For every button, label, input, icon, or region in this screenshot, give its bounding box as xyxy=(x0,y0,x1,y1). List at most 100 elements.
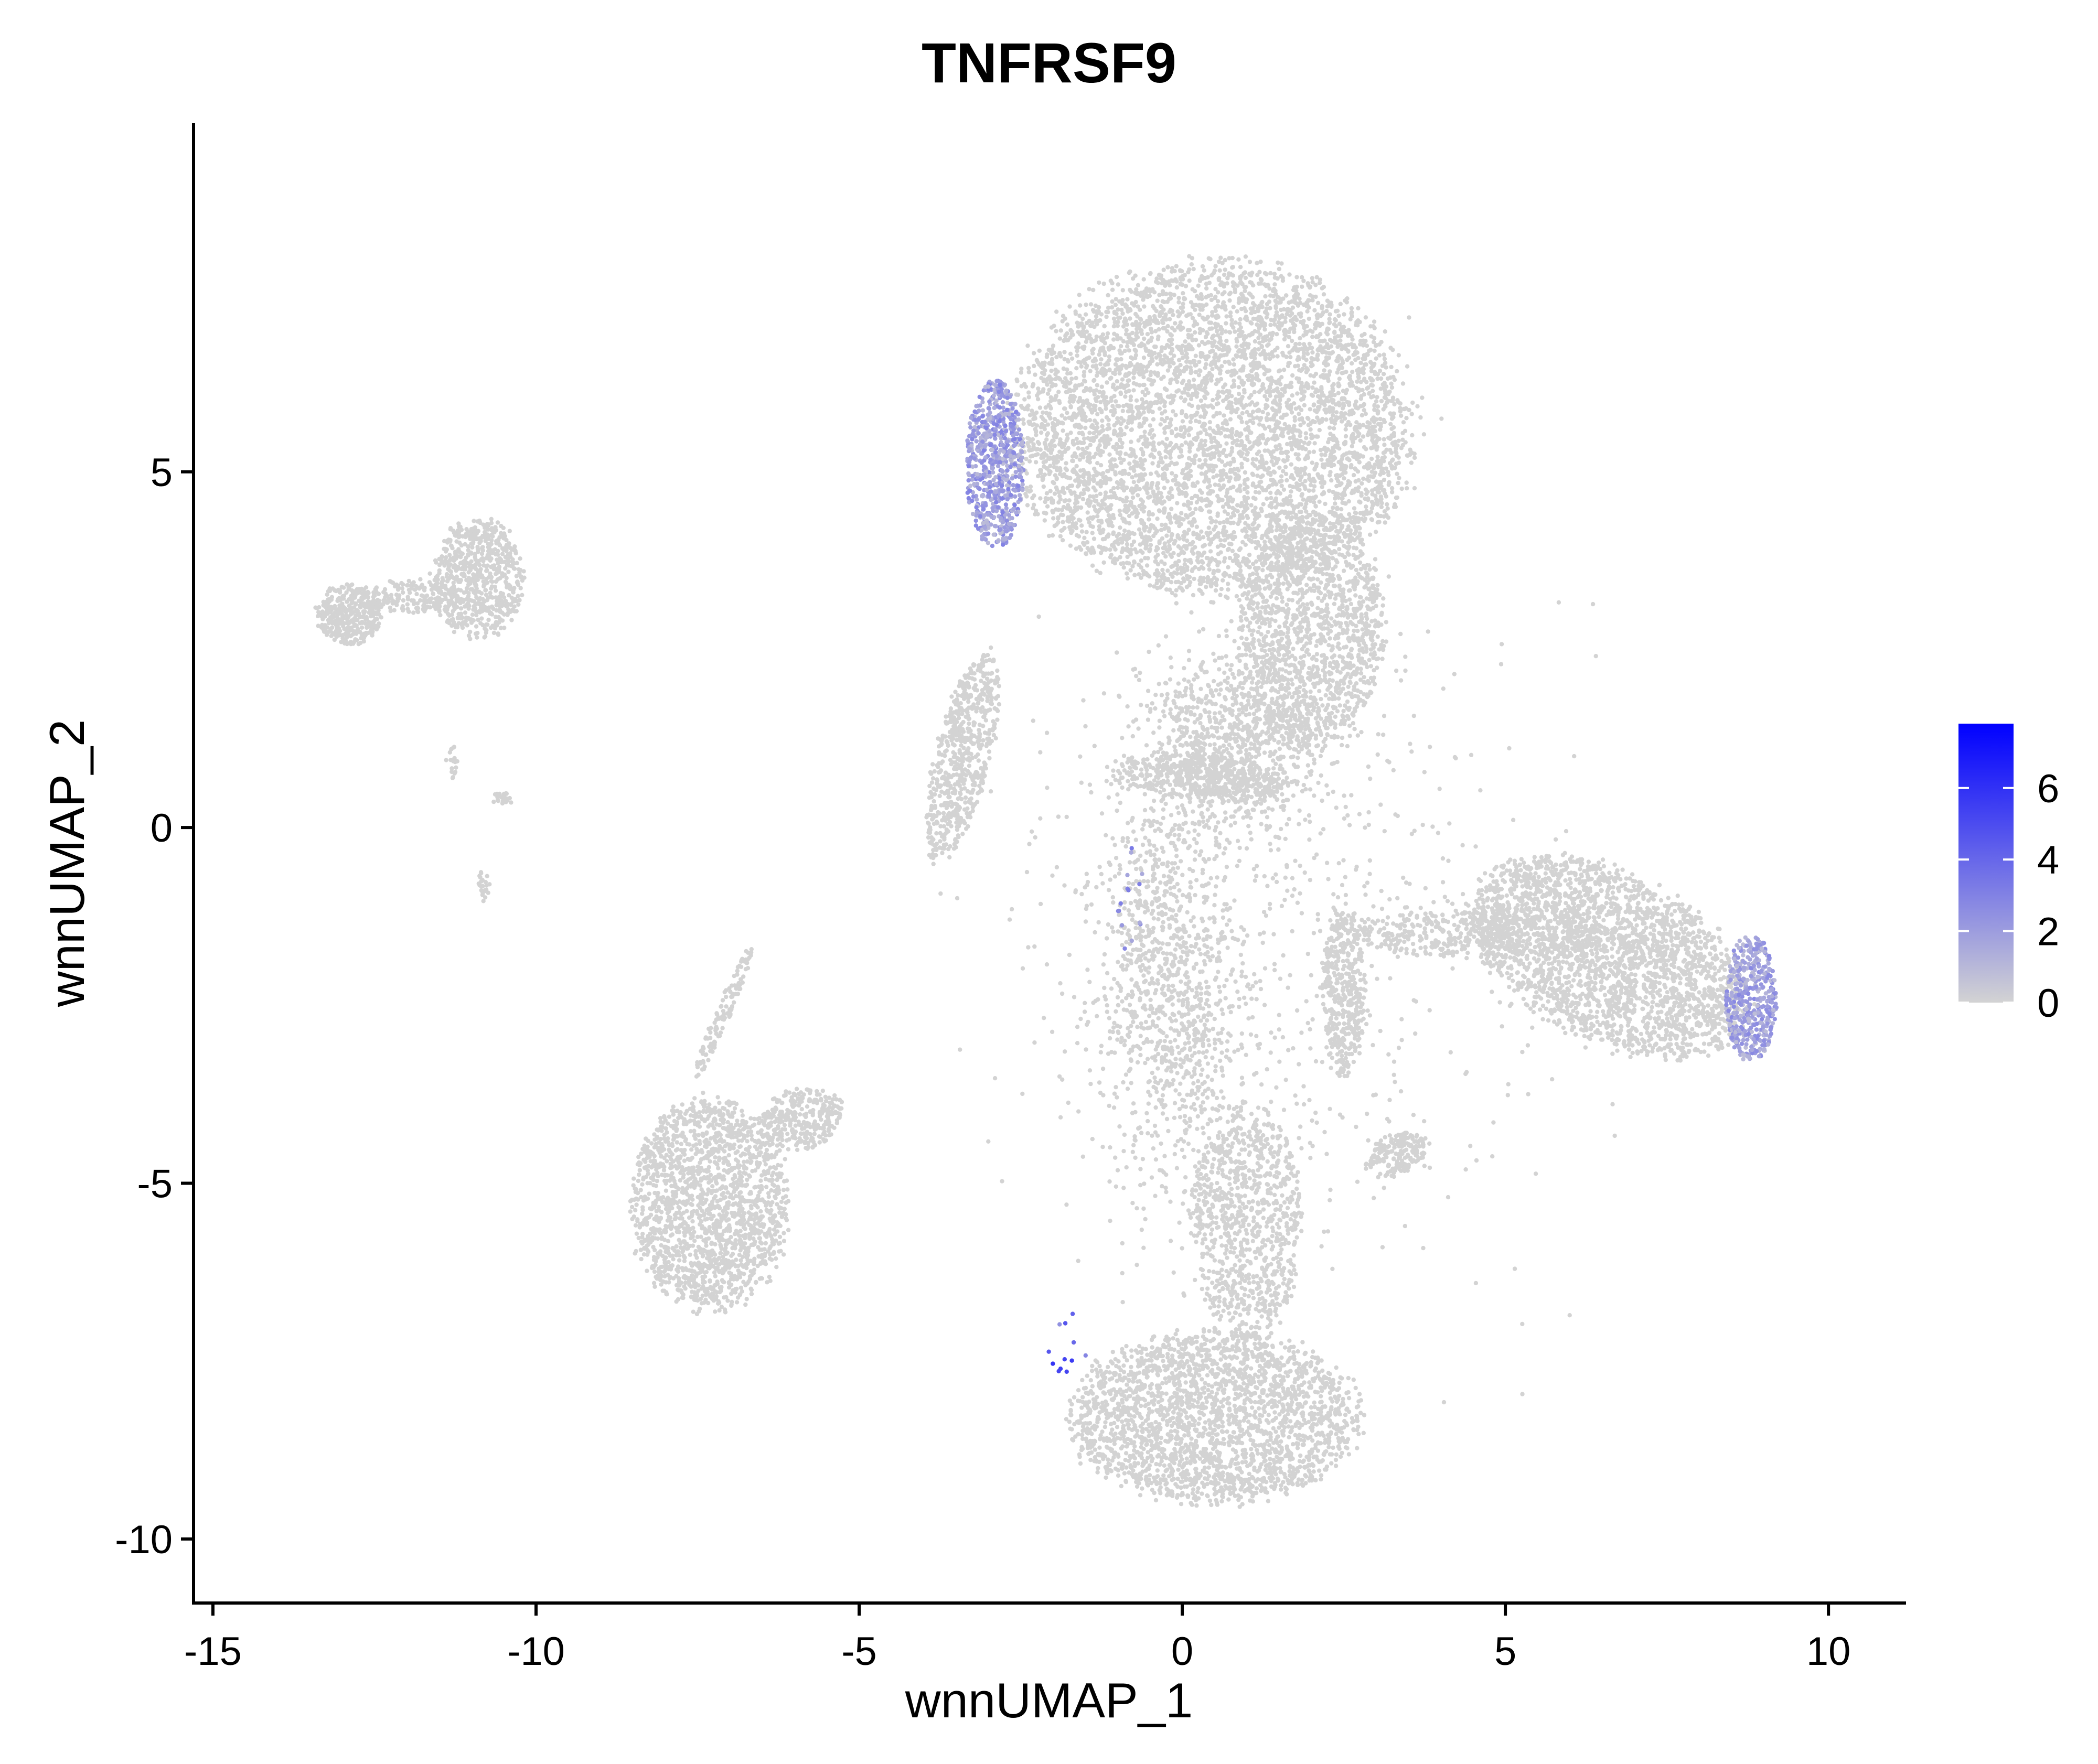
cell-point xyxy=(1268,490,1273,495)
cell-point xyxy=(1091,455,1096,459)
cell-point xyxy=(1288,494,1292,499)
cell-point xyxy=(1345,456,1350,461)
cell-point xyxy=(1098,438,1102,443)
cell-point xyxy=(1198,354,1203,359)
cell-point xyxy=(1211,469,1215,474)
cell-point xyxy=(1063,376,1068,381)
cell-point xyxy=(1074,436,1079,442)
cell-point xyxy=(1247,272,1252,277)
cell-point xyxy=(1335,507,1340,511)
cell-point xyxy=(1248,320,1253,325)
cell-point xyxy=(1176,314,1181,319)
cell-point xyxy=(1267,525,1272,531)
cell-point xyxy=(1199,294,1204,298)
cell-point xyxy=(1047,388,1052,392)
cell-point xyxy=(1049,350,1054,355)
cell-point xyxy=(1105,509,1110,513)
cell-point xyxy=(1368,510,1374,514)
cell-point xyxy=(1231,325,1236,330)
cell-point xyxy=(1151,433,1157,438)
cell-point xyxy=(1179,511,1184,515)
cell-point xyxy=(1109,305,1115,310)
cell-point xyxy=(1264,272,1269,277)
cell-point xyxy=(1208,350,1213,354)
cell-point xyxy=(1245,434,1250,439)
cell-point xyxy=(1170,431,1174,436)
cell-point xyxy=(1174,516,1179,521)
cell-point xyxy=(1241,446,1246,451)
cell-point xyxy=(1079,364,1084,369)
cell-point xyxy=(1162,486,1166,490)
cell-point xyxy=(1093,404,1098,408)
cell-point xyxy=(1139,328,1144,333)
cell-point xyxy=(1346,479,1351,484)
cell-point xyxy=(1107,452,1112,457)
cell-point xyxy=(1207,467,1212,471)
cell-point xyxy=(1324,417,1329,422)
cell-point xyxy=(1190,287,1195,292)
cell-point xyxy=(1409,460,1414,465)
cell-point xyxy=(1082,535,1087,540)
cell-point xyxy=(1101,528,1106,532)
cell-point xyxy=(1313,294,1318,299)
cell-point xyxy=(1161,267,1166,272)
cell-point xyxy=(1159,559,1164,564)
cell-point xyxy=(1190,347,1195,351)
cell-point xyxy=(1245,452,1249,457)
cell-point xyxy=(1386,469,1390,475)
cell-point xyxy=(1147,432,1152,436)
cell-point xyxy=(1197,497,1202,502)
cell-point xyxy=(1300,481,1305,486)
cell-point xyxy=(1033,427,1038,432)
cell-point xyxy=(1319,452,1324,457)
cell-point xyxy=(1204,316,1209,321)
cell-point xyxy=(1222,343,1227,348)
chart-title: TNFRSF9 xyxy=(922,31,1176,94)
cell-point xyxy=(1096,502,1101,507)
cell-point xyxy=(1358,438,1363,443)
cell-point xyxy=(1193,307,1197,312)
cell-point xyxy=(1380,488,1385,493)
cell-point xyxy=(1052,324,1056,328)
cell-point xyxy=(1265,417,1269,423)
cell-point xyxy=(1193,418,1198,423)
cell-point xyxy=(1218,282,1223,287)
cell-point xyxy=(1126,530,1131,534)
cell-point xyxy=(1202,394,1207,399)
cell-point xyxy=(1266,412,1270,416)
cell-point xyxy=(1198,443,1204,448)
cell-point xyxy=(1267,522,1272,526)
cell-point xyxy=(1108,547,1112,552)
cell-point xyxy=(1081,455,1086,460)
cell-point xyxy=(1224,352,1229,357)
cell-point xyxy=(1141,295,1146,300)
cell-point xyxy=(1133,273,1138,278)
cell-point xyxy=(1203,335,1208,339)
cell-point xyxy=(1240,293,1245,298)
cell-point xyxy=(1160,289,1165,294)
cell-point xyxy=(1204,555,1209,561)
cell-point xyxy=(1328,432,1333,436)
cell-point xyxy=(1086,517,1090,521)
cell-point xyxy=(1087,418,1093,423)
cell-point xyxy=(1247,395,1252,400)
cell-point xyxy=(1194,393,1199,399)
cell-point xyxy=(1355,379,1360,384)
cell-point xyxy=(1375,455,1380,459)
cell-point xyxy=(1227,256,1232,261)
cell-point xyxy=(1118,512,1122,518)
cell-point xyxy=(1098,430,1102,435)
cell-point xyxy=(1233,552,1238,557)
cell-point xyxy=(1190,547,1195,552)
cell-point xyxy=(1225,596,1230,600)
cell-point xyxy=(1041,460,1046,465)
cell-point xyxy=(1098,362,1103,367)
cell-point xyxy=(1045,431,1051,436)
cell-point xyxy=(1061,486,1066,490)
cell-point xyxy=(1329,304,1334,309)
cell-point xyxy=(1221,472,1225,477)
cell-point xyxy=(1361,476,1366,481)
cell-point xyxy=(1155,553,1160,557)
cell-point xyxy=(1265,438,1269,443)
cell-point xyxy=(1152,494,1157,499)
